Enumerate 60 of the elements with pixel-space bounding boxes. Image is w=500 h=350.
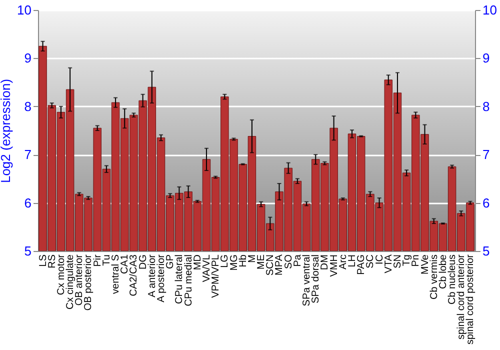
x-tick-label: Pa [292,254,304,267]
x-tick-label: SO [283,254,294,269]
x-tick-label: GP [165,254,176,269]
x-tick-label: Hb [238,254,249,268]
x-tick-label: Cb lobe [438,254,449,289]
x-tick-label: IC [374,254,386,264]
y-tick-label: 7 [24,147,32,162]
x-tick-label: Cx cingulate [65,254,76,310]
x-tick-label: SCN [265,254,276,276]
x-tick-label: SPa dorsal [310,254,322,304]
x-tick-label: MG [228,254,240,271]
y-axis-title: Log2 (expression) [0,78,14,184]
x-tick-label: ME [256,254,268,270]
y-tick-label: 5 [24,244,32,258]
x-tick-label: Tu [101,254,112,266]
x-tick-label: OB anterior [74,254,86,306]
y-tick-label: 6 [24,195,32,210]
y2-tick-label: 7 [482,147,490,162]
x-tick-label: CPu lateral [174,254,186,304]
x-tick-label: Cb vermis [428,254,440,300]
x-tick-label: ventral S [110,254,122,294]
x-tick-label: PAG [356,254,368,275]
x-tick-label: OB posterior [83,254,94,311]
y-tick-label: 8 [24,98,32,114]
y-tick-label: 9 [24,50,32,66]
x-tick-label: VPM/VPL [210,254,222,298]
x-tick-label: MD [192,254,204,270]
x-tick-label: CA2/CA3 [128,254,140,296]
x-tick-label: spinal cord posterior [465,254,476,345]
x-tick-label: SN [392,254,404,268]
x-tick-label: Pir [92,254,104,267]
x-tick-label: Cb nucleus [447,254,458,305]
x-tick-label: A anterior [146,254,158,298]
x-tick-label: SC [365,254,376,268]
x-tick-label: Cx motor [56,254,67,296]
y2-tick-label: 5 [482,244,490,258]
x-tick-label: CPu medial [183,254,194,306]
x-tick-label: M [246,254,258,263]
x-tick-label: VMH [328,254,340,277]
y2-tick-label: 10 [482,2,497,18]
x-tick-label: spinal cord anterior [456,254,468,340]
x-tick-label: Arc [338,254,349,270]
x-tick-label: LG [220,254,231,268]
x-tick-label: DM [320,254,331,270]
y2-tick-label: 9 [482,50,490,66]
x-tick-label: A posterior [156,254,168,302]
x-tick-label: Tg [402,254,413,266]
x-tick-label: MVe [420,254,431,275]
x-tick-label: Pn [410,254,422,267]
y2-tick-label: 8 [482,98,490,114]
x-tick-label: DG [138,254,149,270]
x-tick-label: VA/VL [201,254,212,282]
x-tick-label: RS [46,254,58,268]
x-tick-label: VTA [383,254,394,274]
y2-tick-label: 6 [482,195,490,210]
x-tick-label: LH [346,254,358,268]
y-tick-label: 10 [17,2,32,18]
x-tick-label: LS [38,254,49,267]
x-tick-label: MPA [274,254,286,276]
x-tick-label: CA1 [120,254,131,274]
